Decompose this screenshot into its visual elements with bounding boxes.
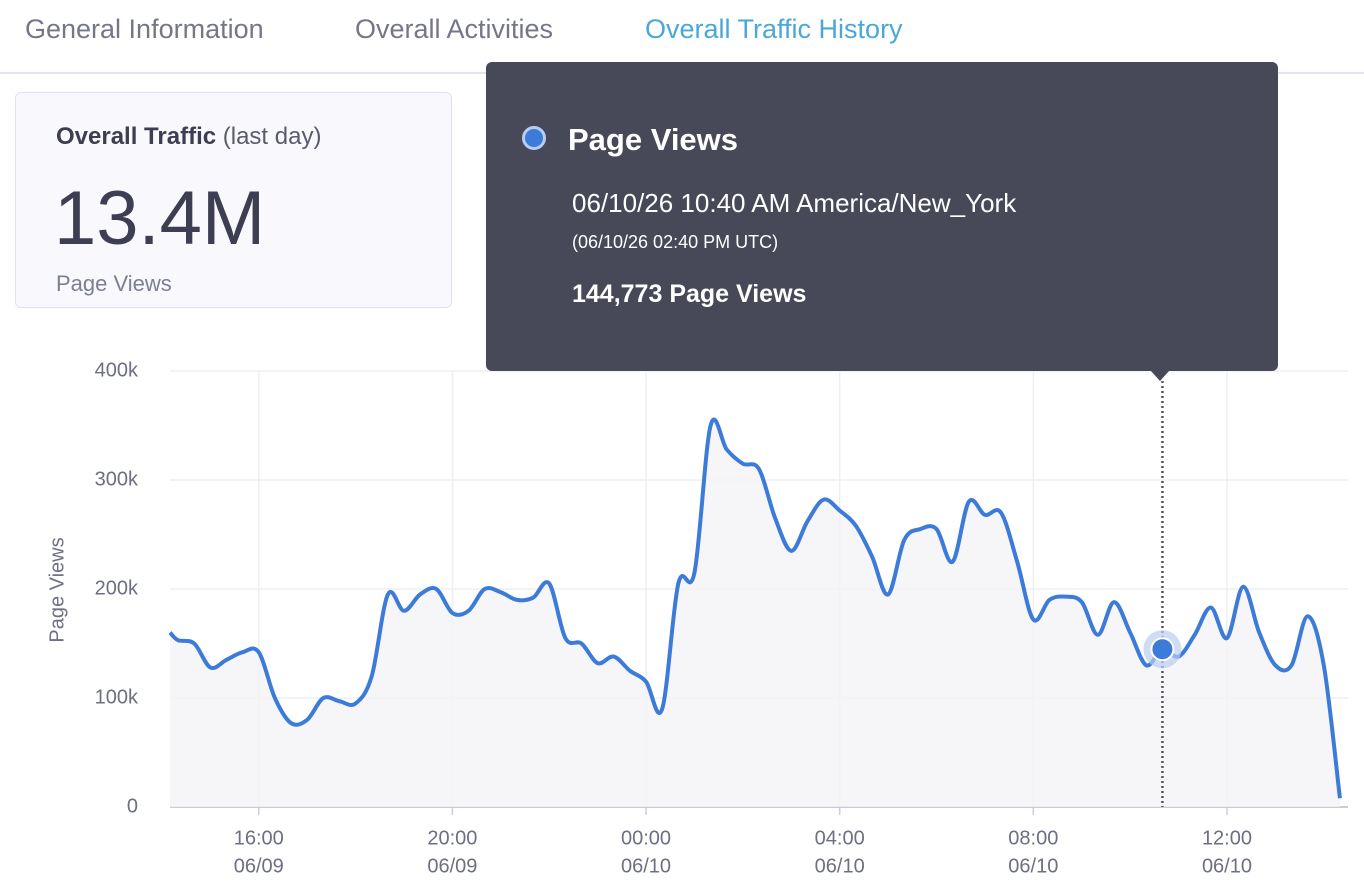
tooltip-series: Page Views — [568, 122, 739, 157]
y-tick-label: 300k — [95, 468, 139, 490]
x-tick-date: 06/10 — [1008, 855, 1058, 877]
tooltip-time: 06/10/26 10:40 AM America/New_York — [572, 188, 1017, 218]
line — [168, 417, 1342, 799]
y-tick-label: 100k — [95, 686, 139, 708]
y-tick-label: 200k — [95, 577, 139, 599]
hover-point — [1150, 637, 1175, 662]
x-tick-date: 06/09 — [234, 855, 284, 877]
x-tick-label: 08:00 — [1008, 827, 1058, 849]
x-tick-label: 12:00 — [1202, 827, 1252, 849]
tooltip-marker — [522, 126, 546, 150]
tab[interactable]: Overall Activities — [355, 14, 554, 44]
x-tick-label: 16:00 — [234, 827, 284, 849]
card-title: Overall Traffic — [56, 123, 217, 150]
tooltip-arrow — [1151, 371, 1169, 381]
tooltip-utc: (06/10/26 02:40 PM UTC) — [572, 232, 779, 252]
card-subtitle: (last day) — [222, 123, 322, 150]
tab[interactable]: Overall Traffic History — [645, 14, 903, 44]
y-tick-label: 0 — [127, 795, 138, 817]
x-tick-label: 00:00 — [621, 827, 671, 849]
area — [170, 419, 1340, 807]
x-tick-date: 06/10 — [621, 855, 671, 877]
x-tick-date: 06/10 — [1202, 855, 1252, 877]
card-value: 13.4M — [54, 176, 266, 261]
x-tick-label: 04:00 — [815, 827, 865, 849]
tab[interactable]: General Information — [25, 14, 264, 44]
x-tick-label: 20:00 — [427, 827, 477, 849]
stat-card: Overall Traffic (last day) 13.4M Page Vi… — [15, 92, 452, 308]
x-tick-date: 06/09 — [427, 855, 477, 877]
tooltip: Page Views 06/10/26 10:40 AM America/New… — [486, 62, 1278, 371]
card-label: Page Views — [56, 271, 172, 296]
y-tick-label: 400k — [95, 359, 139, 381]
y-axis-label: Page Views — [46, 537, 68, 642]
x-tick-date: 06/10 — [815, 855, 865, 877]
card-title-row: Overall Traffic (last day) — [56, 123, 321, 151]
tooltip-value: 144,773 Page Views — [572, 280, 807, 308]
